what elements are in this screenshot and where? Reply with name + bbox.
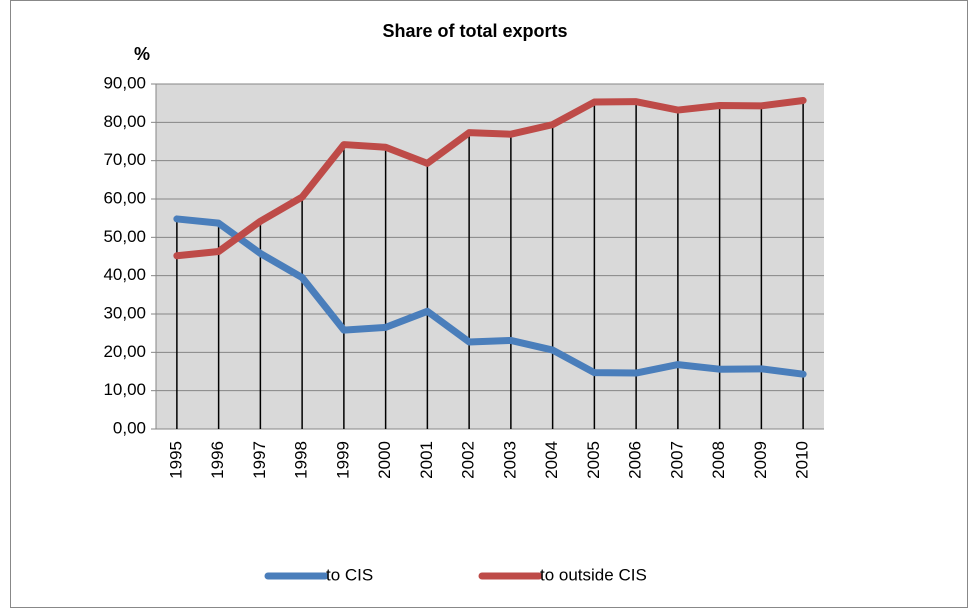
x-tick-label: 1999 — [333, 441, 352, 479]
x-tick-label: 2010 — [793, 441, 812, 479]
x-tick-label: 1995 — [166, 441, 185, 479]
y-tick-label: 30,00 — [103, 303, 146, 322]
x-tick-label: 2006 — [626, 441, 645, 479]
x-tick-label: 1997 — [250, 441, 269, 479]
x-tick-label: 2002 — [459, 441, 478, 479]
x-tick-label: 2009 — [751, 441, 770, 479]
y-tick-label: 0,00 — [113, 418, 146, 437]
y-tick-label: 70,00 — [103, 150, 146, 169]
y-tick-label: 80,00 — [103, 112, 146, 131]
y-tick-label: 20,00 — [103, 342, 146, 361]
y-tick-label: 10,00 — [103, 380, 146, 399]
legend-label: to CIS — [326, 565, 373, 584]
y-axis-label: % — [134, 44, 150, 64]
y-tick-label: 60,00 — [103, 188, 146, 207]
x-tick-label: 2008 — [709, 441, 728, 479]
y-tick-label: 40,00 — [103, 265, 146, 284]
series-line — [173, 215, 807, 378]
x-tick-label: 2003 — [500, 441, 519, 479]
y-tick-label: 90,00 — [103, 73, 146, 92]
x-tick-label: 1996 — [208, 441, 227, 479]
legend-label: to outside CIS — [540, 565, 647, 584]
x-tick-label: 2001 — [417, 441, 436, 479]
chart-title: Share of total exports — [382, 21, 567, 41]
x-tick-label: 1998 — [292, 441, 311, 479]
x-tick-label: 2000 — [375, 441, 394, 479]
y-tick-label: 50,00 — [103, 227, 146, 246]
x-tick-label: 2004 — [542, 441, 561, 479]
x-tick-label: 2007 — [667, 441, 686, 479]
series-line — [173, 96, 807, 260]
x-tick-label: 2005 — [584, 441, 603, 479]
